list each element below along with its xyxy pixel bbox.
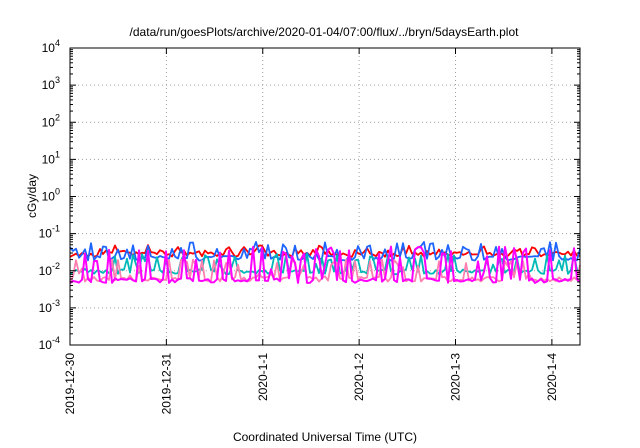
series-line (69, 244, 581, 258)
series-line (69, 240, 581, 262)
chart-title: /data/run/goesPlots/archive/2020-01-04/0… (130, 25, 520, 39)
y-tick-label: 102 (42, 112, 60, 129)
series-line (69, 252, 581, 276)
y-tick-label: 10-2 (39, 261, 60, 278)
y-axis-ticks: 10-4 10-3 10-2 10-1 100 101 102 103 104 (39, 38, 580, 352)
x-tick-label: 2020-1-1 (256, 353, 270, 401)
y-tick-label: 10-3 (39, 298, 60, 315)
y-tick-label: 10-1 (39, 224, 60, 241)
y-tick-label: 104 (42, 38, 60, 55)
y-tick-label: 10-4 (39, 335, 60, 352)
x-axis-ticks: 2019-12-30 2019-12-31 2020-1-1 2020-1-2 2020… (63, 48, 559, 414)
plot-series (69, 240, 581, 284)
x-tick-label: 2020-1-2 (352, 353, 366, 401)
y-tick-label: 101 (42, 149, 60, 166)
x-tick-label: 2020-1-3 (449, 353, 463, 401)
x-axis-label: Coordinated Universal Time (UTC) (233, 430, 417, 444)
y-tick-label: 103 (42, 75, 60, 92)
x-tick-label: 2020-1-4 (545, 353, 559, 401)
x-tick-label: 2019-12-30 (63, 353, 77, 415)
grid (70, 48, 580, 345)
x-tick-label: 2019-12-31 (159, 353, 173, 415)
y-tick-label: 100 (42, 187, 60, 204)
series-line (69, 245, 581, 284)
y-axis-label: cGy/day (25, 174, 39, 218)
